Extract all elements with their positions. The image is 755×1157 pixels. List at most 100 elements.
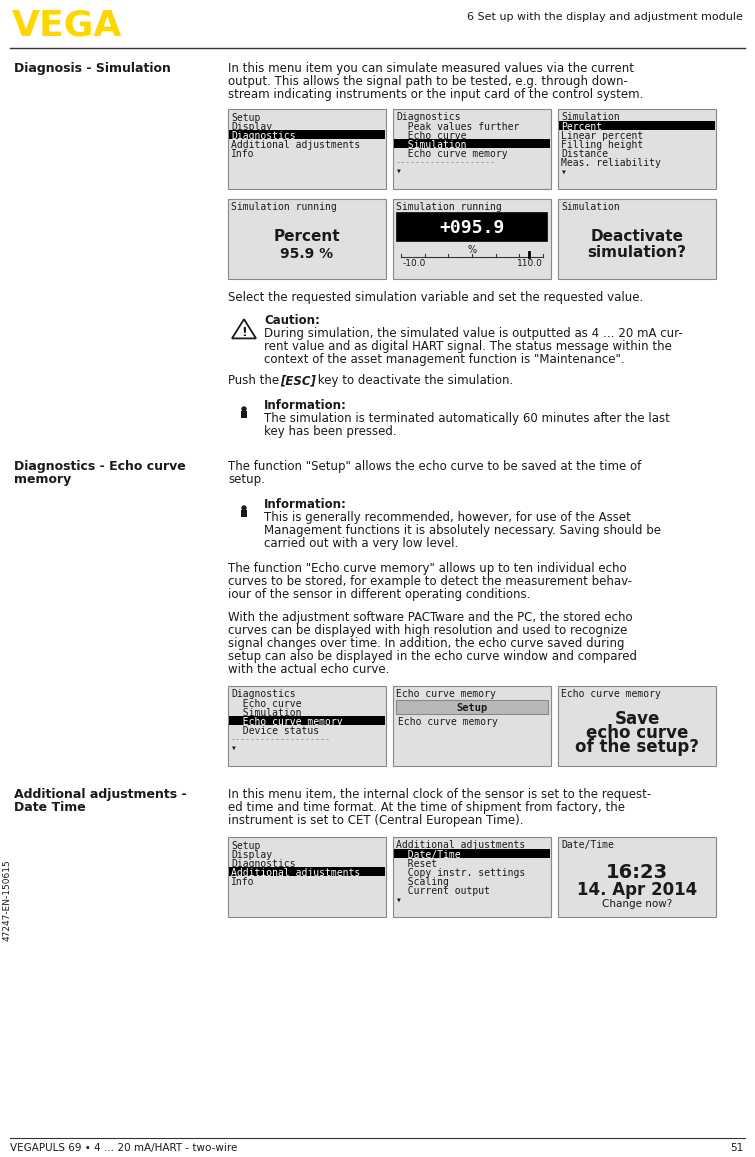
- Text: Simulation running: Simulation running: [231, 202, 337, 212]
- Text: Setup: Setup: [231, 113, 260, 123]
- Bar: [229, 130, 385, 139]
- Text: Device status: Device status: [231, 725, 319, 736]
- Text: iour of the sensor in different operating conditions.: iour of the sensor in different operatin…: [228, 588, 530, 600]
- Bar: [558, 199, 716, 279]
- Text: Percent: Percent: [561, 121, 602, 132]
- Text: setup can also be displayed in the echo curve window and compared: setup can also be displayed in the echo …: [228, 650, 637, 663]
- Text: 95.9 %: 95.9 %: [280, 246, 334, 261]
- Text: of the setup?: of the setup?: [575, 738, 699, 756]
- Text: Diagnostics: Diagnostics: [231, 690, 296, 699]
- Text: Simulation: Simulation: [231, 708, 301, 718]
- Text: Management functions it is absolutely necessary. Saving should be: Management functions it is absolutely ne…: [264, 524, 661, 537]
- Text: Setup: Setup: [231, 841, 260, 852]
- Bar: [397, 213, 547, 241]
- Text: Info: Info: [231, 877, 254, 887]
- Text: Reset: Reset: [396, 858, 437, 869]
- Bar: [228, 199, 386, 279]
- Text: Deactivate: Deactivate: [590, 229, 683, 244]
- Text: curves can be displayed with high resolution and used to recognize: curves can be displayed with high resolu…: [228, 624, 627, 638]
- Text: 16:23: 16:23: [606, 863, 668, 882]
- Text: In this menu item you can simulate measured values via the current: In this menu item you can simulate measu…: [228, 62, 634, 75]
- Text: ▾: ▾: [561, 167, 567, 177]
- Text: During simulation, the simulated value is outputted as 4 … 20 mA cur-: During simulation, the simulated value i…: [264, 327, 683, 340]
- Text: Display: Display: [231, 850, 272, 860]
- Bar: [228, 109, 386, 189]
- Bar: [396, 700, 548, 714]
- Text: ▾: ▾: [396, 165, 402, 176]
- Text: Simulation running: Simulation running: [396, 202, 502, 212]
- Text: Peak values further: Peak values further: [396, 121, 519, 132]
- Text: simulation?: simulation?: [587, 245, 686, 260]
- Bar: [393, 686, 551, 766]
- Text: setup.: setup.: [228, 473, 265, 486]
- Text: ▾: ▾: [231, 743, 237, 753]
- Text: With the adjustment software PACTware and the PC, the stored echo: With the adjustment software PACTware an…: [228, 611, 633, 624]
- Text: echo curve: echo curve: [586, 724, 689, 742]
- Text: stream indicating instruments or the input card of the control system.: stream indicating instruments or the inp…: [228, 88, 643, 101]
- Text: Simulation: Simulation: [561, 202, 620, 212]
- Text: Info: Info: [231, 149, 254, 159]
- Text: The function "Echo curve memory" allows up to ten individual echo: The function "Echo curve memory" allows …: [228, 562, 627, 575]
- Text: --------------------: --------------------: [231, 735, 331, 744]
- Text: Echo curve memory: Echo curve memory: [231, 717, 343, 727]
- Text: Meas. reliability: Meas. reliability: [561, 159, 661, 168]
- Text: Echo curve memory: Echo curve memory: [398, 717, 498, 727]
- Text: Information:: Information:: [264, 399, 347, 412]
- Text: Additional adjustments -: Additional adjustments -: [14, 788, 186, 801]
- Text: Echo curve memory: Echo curve memory: [396, 690, 496, 699]
- Text: Scaling: Scaling: [396, 877, 449, 887]
- Text: Display: Display: [231, 121, 272, 132]
- Text: instrument is set to CET (Central European Time).: instrument is set to CET (Central Europe…: [228, 815, 523, 827]
- Text: !: !: [241, 325, 247, 339]
- Text: Diagnosis - Simulation: Diagnosis - Simulation: [14, 62, 171, 75]
- Text: Percent: Percent: [273, 229, 341, 244]
- Text: key has been pressed.: key has been pressed.: [264, 425, 396, 439]
- Text: key to deactivate the simulation.: key to deactivate the simulation.: [314, 374, 513, 386]
- Bar: [228, 837, 386, 918]
- Text: Push the: Push the: [228, 374, 283, 386]
- Bar: [394, 849, 550, 858]
- Bar: [558, 686, 716, 766]
- Text: Copy instr. settings: Copy instr. settings: [396, 868, 525, 878]
- Bar: [229, 867, 385, 876]
- Text: Save: Save: [615, 710, 660, 728]
- Text: Additional adjustments: Additional adjustments: [396, 840, 525, 850]
- Text: Information:: Information:: [264, 498, 347, 511]
- Text: Echo curve memory: Echo curve memory: [561, 690, 661, 699]
- Text: Linear percent: Linear percent: [561, 131, 643, 141]
- Text: VEGAPULS 69 • 4 … 20 mA/HART - two-wire: VEGAPULS 69 • 4 … 20 mA/HART - two-wire: [10, 1143, 237, 1154]
- Text: Simulation: Simulation: [396, 140, 467, 150]
- Text: output. This allows the signal path to be tested, e.g. through down-: output. This allows the signal path to b…: [228, 75, 628, 88]
- Text: ed time and time format. At the time of shipment from factory, the: ed time and time format. At the time of …: [228, 801, 625, 815]
- Circle shape: [242, 506, 246, 510]
- Text: memory: memory: [14, 473, 71, 486]
- Text: Setup: Setup: [456, 703, 488, 713]
- Text: Simulation: Simulation: [561, 112, 620, 121]
- Text: Echo curve: Echo curve: [396, 131, 467, 141]
- Bar: [394, 139, 550, 148]
- Text: Distance: Distance: [561, 149, 608, 159]
- Bar: [241, 510, 247, 517]
- Text: %: %: [467, 245, 476, 255]
- Text: Echo curve memory: Echo curve memory: [396, 149, 507, 159]
- Text: 14. Apr 2014: 14. Apr 2014: [577, 880, 697, 899]
- Bar: [558, 837, 716, 918]
- Text: In this menu item, the internal clock of the sensor is set to the request-: In this menu item, the internal clock of…: [228, 788, 652, 801]
- Text: Date Time: Date Time: [14, 801, 86, 815]
- Text: Diagnostics - Echo curve: Diagnostics - Echo curve: [14, 460, 186, 473]
- Text: The simulation is terminated automatically 60 minutes after the last: The simulation is terminated automatical…: [264, 412, 670, 425]
- Text: -10.0: -10.0: [403, 259, 427, 268]
- Circle shape: [242, 407, 246, 411]
- Text: 51: 51: [730, 1143, 743, 1154]
- Bar: [393, 199, 551, 279]
- Text: rent value and as digital HART signal. The status message within the: rent value and as digital HART signal. T…: [264, 340, 672, 353]
- Bar: [393, 837, 551, 918]
- Text: carried out with a very low level.: carried out with a very low level.: [264, 537, 458, 550]
- Text: signal changes over time. In addition, the echo curve saved during: signal changes over time. In addition, t…: [228, 638, 624, 650]
- Text: Current output: Current output: [396, 886, 490, 896]
- Text: Diagnostics: Diagnostics: [231, 858, 296, 869]
- Text: Echo curve: Echo curve: [231, 699, 301, 709]
- Text: Diagnostics: Diagnostics: [396, 112, 461, 121]
- Text: Date/Time: Date/Time: [396, 850, 461, 860]
- Text: This is generally recommended, however, for use of the Asset: This is generally recommended, however, …: [264, 511, 631, 524]
